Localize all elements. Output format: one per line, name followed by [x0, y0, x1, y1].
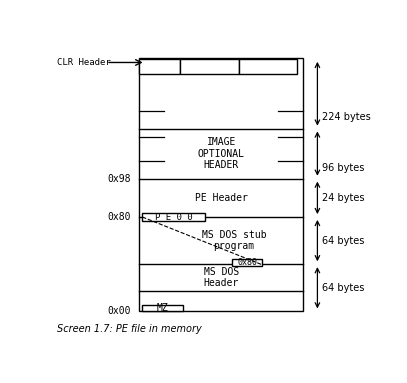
Text: 96 bytes: 96 bytes — [322, 163, 365, 173]
Text: IMAGE
OPTIONAL
HEADER: IMAGE OPTIONAL HEADER — [198, 137, 245, 170]
Bar — [142, 305, 183, 311]
Bar — [232, 259, 262, 266]
Bar — [139, 58, 303, 311]
Text: P E 0 0: P E 0 0 — [155, 213, 193, 222]
Text: 64 bytes: 64 bytes — [322, 236, 365, 246]
Text: 0x98: 0x98 — [108, 173, 131, 184]
Text: 0x80: 0x80 — [108, 212, 131, 222]
Text: 24 bytes: 24 bytes — [322, 193, 365, 203]
Text: MZ: MZ — [157, 303, 169, 313]
Bar — [239, 59, 297, 74]
Text: 224 bytes: 224 bytes — [322, 112, 371, 122]
Text: MS DOS
Header: MS DOS Header — [204, 267, 239, 288]
Bar — [139, 59, 180, 74]
Bar — [142, 213, 206, 221]
Text: 64 bytes: 64 bytes — [322, 283, 365, 293]
Text: CLR Header: CLR Header — [57, 58, 111, 67]
Text: 0x80: 0x80 — [237, 258, 257, 267]
Text: 0x00: 0x00 — [108, 306, 131, 316]
Bar — [180, 59, 239, 74]
Text: MS DOS stub
program: MS DOS stub program — [201, 230, 266, 251]
Text: Screen 1.7: PE file in memory: Screen 1.7: PE file in memory — [57, 324, 202, 334]
Text: PE Header: PE Header — [195, 193, 247, 203]
